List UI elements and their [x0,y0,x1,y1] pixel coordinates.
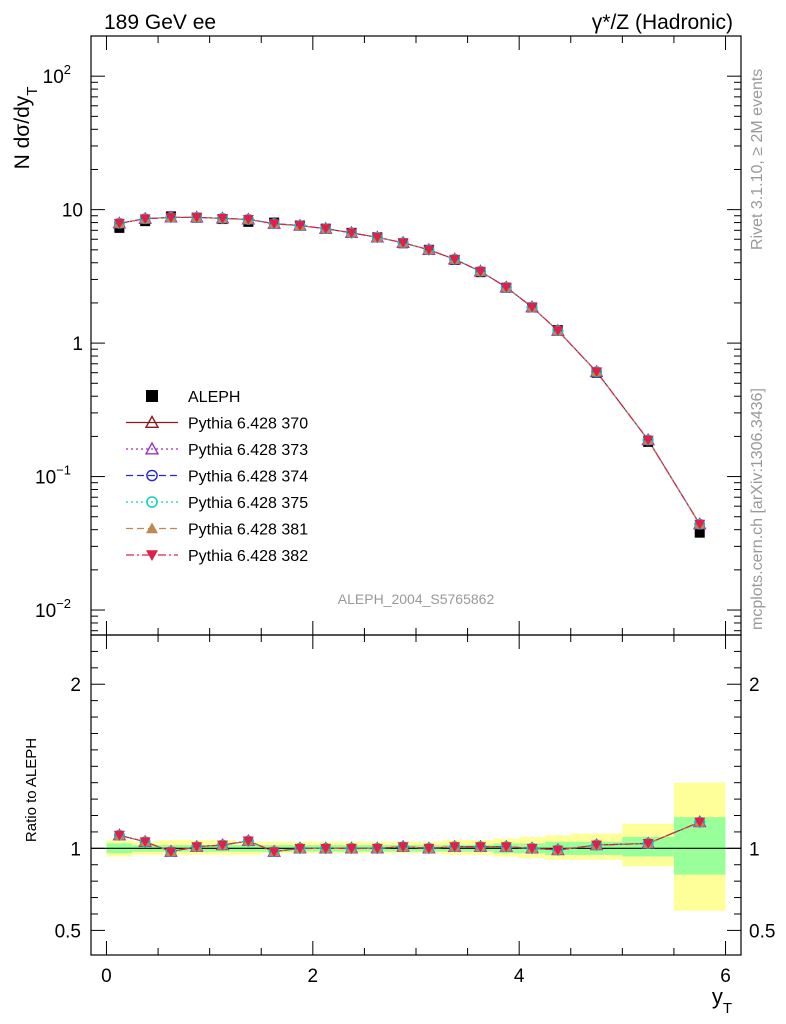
legend-entry: ALEPH [146,389,240,406]
legend-marker [146,550,158,561]
legend-marker [146,390,158,402]
ratio-panel: 0.5 0.5 1 1 2 2 0 2 4 6 Ratio to ALEPH yT [23,634,775,1017]
ratio-point-series-6 [346,843,358,854]
ratio-y-tick-label-right: 2 [749,675,760,696]
main-y-tick-label: 1 [72,334,83,355]
x-tick-label: 6 [720,966,731,987]
rivet-version-label: Rivet 3.1.10, ≥ 2M events [749,69,766,250]
ratio-point-series-6 [268,847,280,858]
mc-point-series-6 [474,266,486,277]
legend-label: Pythia 6.428 382 [188,548,308,565]
ratio-series-markers [112,815,707,858]
main-y-tick-label: 10 [62,201,83,222]
legend-entry: Pythia 6.428 374 [126,469,308,486]
mc-point-series-6 [191,212,203,223]
legend-label: Pythia 6.428 374 [188,469,308,486]
mc-point-series-6 [294,221,306,232]
ratio-point-series-6 [217,840,229,851]
main-y-ticks: 102 10 1 10−1 10−2 [35,35,741,632]
main-x-ticks [105,36,727,635]
mc-point-series-6 [371,232,383,243]
mc-point-series-6 [449,254,461,265]
process-title: γ*/Z (Hadronic) [592,11,733,34]
energy-title: 189 GeV ee [104,11,216,34]
mc-point-series-6 [423,245,435,256]
ratio-point-series-6 [320,843,332,854]
ratio-point-series-6 [113,830,125,841]
x-tick-label: 2 [308,966,319,987]
legend-marker [146,469,158,482]
main-series-markers [112,210,707,538]
mc-point-series-6 [591,367,603,378]
legend-label: Pythia 6.428 381 [188,522,308,539]
legend-entry: Pythia 6.428 381 [126,522,308,539]
legend-entry: Pythia 6.428 373 [126,441,308,459]
legend-marker [146,496,158,508]
legend-marker [144,441,160,455]
ratio-y-tick-label-right: 1 [749,839,760,860]
legend-label: Pythia 6.428 375 [188,495,308,512]
x-tick-label: 4 [514,966,525,987]
ratio-point-series-6 [694,817,706,828]
analysis-label: ALEPH_2004_S5765862 [338,591,495,607]
main-y-tick-label: 10−2 [35,596,71,622]
mcplots-label: mcplots.cern.ch [arXiv:1306.3436] [749,388,766,630]
legend-entry: Pythia 6.428 375 [126,495,308,512]
legend-entry: Pythia 6.428 382 [126,548,308,565]
ratio-point-series-6 [423,843,435,854]
mc-point-series-6 [397,238,409,249]
x-axis-label: yT [712,984,732,1017]
legend-marker [144,415,160,428]
aleph-data-point [694,527,705,538]
ratio-point-series-6 [526,843,538,854]
main-panel-frame [90,35,742,636]
ratio-point-series-6 [294,843,306,854]
mc-point-series-6 [217,213,229,224]
main-y-tick-label: 10−1 [35,463,71,489]
x-tick-label: 0 [101,966,112,987]
legend: ALEPH Pythia 6.428 370 Pythia 6.428 373 Pyt… [126,389,308,565]
main-y-tick-label: 102 [43,62,71,88]
mc-point-series-6 [139,214,151,225]
ratio-point-series-6 [642,839,654,849]
mc-point-series-6 [500,282,512,293]
ratio-y-ticks: 0.5 0.5 1 1 2 2 [55,650,775,942]
ratio-panel-frame [90,634,742,956]
ratio-point-series-6 [449,842,461,853]
legend-entry: Pythia 6.428 370 [126,415,308,433]
mc-point-series-6 [320,224,332,235]
main-panel: 102 10 1 10−1 10−2 N dσ/dyT ALEPH_2004_S5765… [11,35,742,636]
ratio-point-series-6 [552,845,564,856]
ratio-point-series-6 [191,842,203,853]
legend-label: ALEPH [188,389,240,406]
ratio-y-tick-label: 0.5 [55,921,81,942]
ratio-y-tick-label: 2 [70,675,81,696]
legend-label: Pythia 6.428 370 [188,416,308,433]
legend-marker [146,522,158,534]
mc-point-series-6 [642,435,654,446]
ratio-point-series-6 [474,842,486,853]
ratio-y-tick-label: 1 [70,839,81,860]
ratio-point-series-6 [397,842,409,853]
mc-point-series-6 [242,215,254,225]
legend-label: Pythia 6.428 373 [188,442,308,459]
main-y-axis-label: N dσ/dyT [11,87,41,170]
mc-point-series-6 [268,219,280,230]
ratio-point-series-6 [165,847,177,858]
ratio-point-series-6 [591,840,603,851]
mc-point-series-6 [113,218,125,229]
ratio-x-ticks: 0 2 4 6 [101,635,731,987]
mc-point-series-6 [694,519,706,530]
mc-point-series-6 [552,326,564,337]
ratio-y-tick-label-right: 0.5 [749,921,775,942]
ratio-point-series-6 [371,843,383,854]
mc-point-series-6 [526,302,538,313]
mc-point-series-6 [346,228,358,239]
ratio-point-series-6 [242,836,254,847]
ratio-point-series-6 [500,842,512,853]
mc-point-series-6 [165,212,177,223]
ratio-point-series-6 [139,837,151,848]
ratio-y-axis-label: Ratio to ALEPH [23,738,40,842]
